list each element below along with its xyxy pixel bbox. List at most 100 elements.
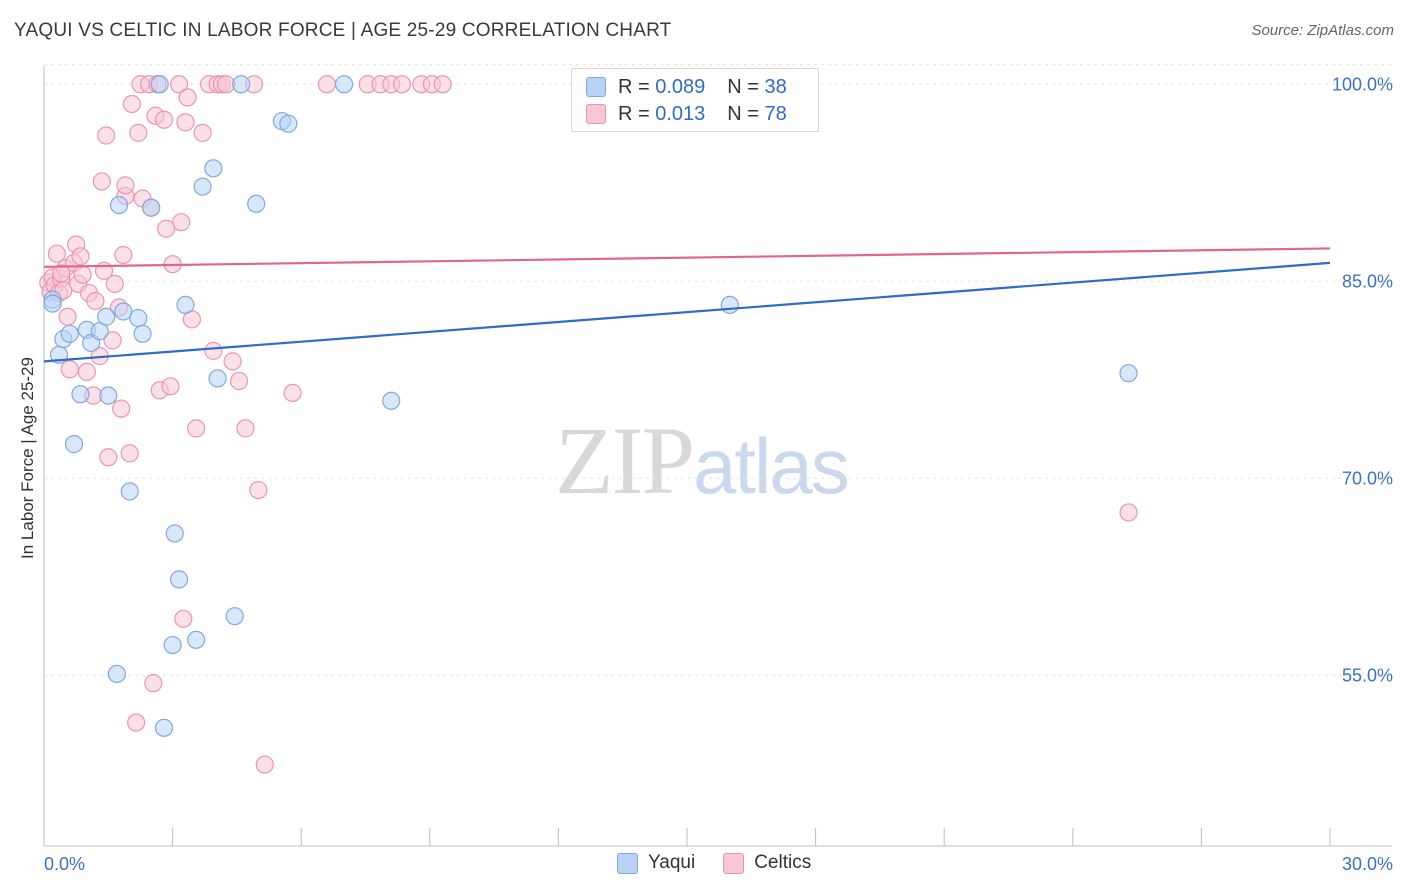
- celtics-point: [92, 172, 111, 191]
- series-legend: Yaqui Celtics: [617, 852, 839, 874]
- celtics-point: [71, 247, 90, 266]
- yaqui-point: [279, 114, 298, 133]
- legend-swatch-yaqui: [586, 77, 606, 97]
- celtics-point: [229, 371, 249, 391]
- yaqui-point: [208, 369, 227, 388]
- yaqui-trend-line: [43, 261, 1331, 363]
- yaqui-point: [165, 524, 184, 543]
- stats-legend: R = 0.089 N = 38 R = 0.013 N = 78: [571, 68, 819, 132]
- yaqui-point: [247, 194, 266, 213]
- celtics-point: [99, 448, 118, 467]
- yaqui-point: [1119, 364, 1138, 383]
- celtics-point: [169, 75, 189, 94]
- celtics-point: [105, 274, 124, 293]
- yaqui-point: [109, 195, 129, 215]
- celtics-point: [174, 609, 193, 628]
- celtics-point: [86, 291, 105, 311]
- yaqui-point: [382, 391, 401, 410]
- celtics-point: [127, 713, 146, 732]
- y-axis-title: In Labor Force | Age 25-29: [18, 357, 37, 559]
- y-tick-label: 100.0%: [1332, 74, 1393, 94]
- celtics-point: [204, 341, 223, 360]
- legend-r-value: 0.089: [655, 75, 706, 98]
- celtics-point: [187, 419, 206, 438]
- yaqui-point: [720, 295, 739, 315]
- legend-n-value: 78: [764, 102, 787, 125]
- yaqui-point: [225, 607, 244, 626]
- celtics-point: [249, 480, 268, 500]
- yaqui-point: [60, 324, 79, 343]
- celtics-point: [176, 113, 195, 132]
- series-swatch-yaqui: [617, 852, 638, 874]
- legend-row-yaqui: R = 0.089 N = 38: [586, 74, 787, 100]
- celtics-point: [317, 75, 337, 94]
- celtics-point: [392, 75, 412, 94]
- celtics-point: [157, 219, 176, 238]
- yaqui-point: [187, 630, 206, 649]
- celtics-point: [283, 383, 302, 402]
- celtics-point: [47, 244, 66, 263]
- celtics-point: [433, 75, 452, 94]
- series-label-celtics: Celtics: [754, 852, 812, 873]
- yaqui-point: [204, 159, 223, 178]
- legend-r-value: 0.013: [655, 102, 706, 125]
- yaqui-point: [97, 307, 116, 326]
- celtics-point: [112, 399, 131, 418]
- legend-r-label: R =: [618, 102, 650, 125]
- y-tick-label: 85.0%: [1342, 271, 1393, 291]
- watermark-atlas: atlas: [693, 422, 850, 510]
- series-legend-yaqui[interactable]: Yaqui: [617, 852, 695, 874]
- x-tick-label: 30.0%: [1342, 854, 1393, 874]
- y-tick-label: 55.0%: [1342, 665, 1393, 685]
- legend-n-label: N =: [727, 75, 759, 98]
- yaqui-point: [99, 386, 118, 405]
- yaqui-point: [129, 308, 148, 328]
- celtics-point: [116, 176, 135, 195]
- celtics-point: [103, 331, 122, 350]
- celtics-point: [255, 755, 274, 774]
- yaqui-point: [150, 75, 169, 94]
- celtics-point: [97, 126, 116, 145]
- celtics-point: [236, 419, 255, 438]
- yaqui-point: [232, 75, 251, 94]
- chart-title: YAQUI VS CELTIC IN LABOR FORCE | AGE 25-…: [14, 20, 672, 41]
- celtics-point: [114, 245, 133, 265]
- yaqui-point: [120, 482, 139, 501]
- celtics-trend-line: [43, 247, 1331, 268]
- yaqui-point: [71, 385, 90, 404]
- celtics-point: [1119, 503, 1138, 522]
- yaqui-point: [142, 198, 161, 217]
- yaqui-point: [107, 664, 126, 684]
- celtics-point: [120, 444, 139, 463]
- y-tick-label: 70.0%: [1342, 468, 1393, 488]
- celtics-point: [172, 213, 191, 232]
- legend-r-label: R =: [618, 75, 650, 98]
- celtics-point: [178, 88, 197, 107]
- legend-n-value: 38: [764, 75, 787, 98]
- series-swatch-celtics: [723, 852, 745, 874]
- yaqui-point: [114, 302, 133, 321]
- legend-row-celtics: R = 0.013 N = 78: [586, 101, 787, 127]
- celtics-point: [77, 362, 96, 381]
- watermark: ZIPatlas: [555, 405, 850, 516]
- x-tick-label: 0.0%: [44, 854, 85, 874]
- yaqui-point: [64, 435, 84, 454]
- celtics-point: [193, 123, 212, 142]
- yaqui-point: [169, 570, 189, 589]
- yaqui-point: [43, 294, 62, 313]
- yaqui-point: [163, 635, 182, 655]
- legend-swatch-celtics: [586, 104, 606, 124]
- source-label: Source: ZipAtlas.com: [1251, 22, 1394, 39]
- celtics-point: [144, 674, 163, 693]
- series-label-yaqui: Yaqui: [648, 852, 696, 873]
- yaqui-point: [334, 75, 354, 94]
- legend-n-label: N =: [727, 102, 759, 125]
- celtics-point: [60, 360, 79, 379]
- celtics-point: [122, 94, 141, 114]
- yaqui-point: [154, 718, 174, 737]
- series-legend-celtics[interactable]: Celtics: [723, 852, 811, 874]
- yaqui-point: [133, 324, 152, 343]
- yaqui-point: [193, 177, 212, 196]
- celtics-point: [223, 352, 242, 371]
